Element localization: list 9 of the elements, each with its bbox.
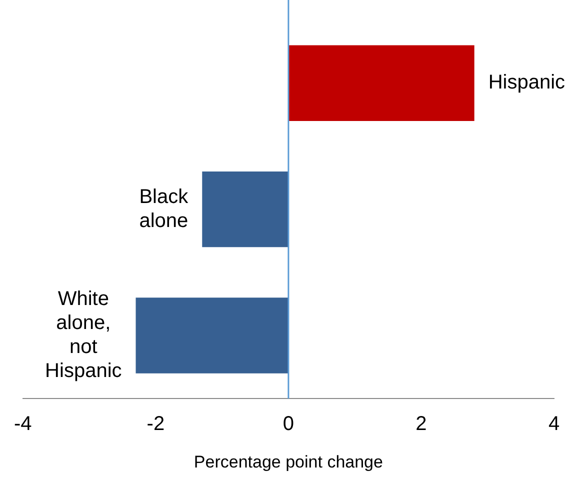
x-tick-label: 4 [548, 413, 560, 436]
x-tick-label: 0 [282, 413, 294, 436]
x-tick-label: 2 [416, 413, 427, 436]
x-tick-label: -4 [14, 413, 32, 436]
x-tick-label: -2 [146, 413, 165, 436]
y-tick-label: Black alone [139, 186, 190, 232]
y-tick-label: Hispanic [488, 72, 566, 94]
y-tick-label: White alone, not Hispanic [45, 288, 122, 382]
x-axis-title: Percentage point change [194, 452, 383, 472]
